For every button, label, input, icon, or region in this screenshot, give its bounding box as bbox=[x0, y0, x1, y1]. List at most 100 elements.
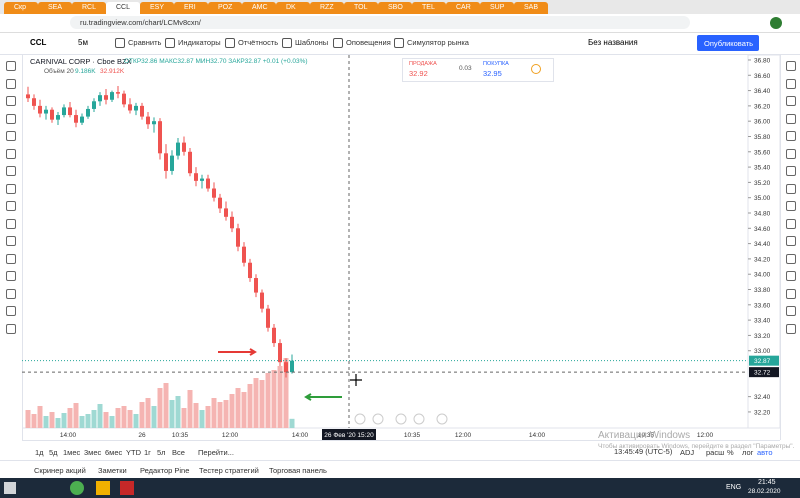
tool-icon[interactable] bbox=[6, 166, 16, 176]
tool-icon[interactable] bbox=[6, 113, 16, 124]
panel-tab[interactable]: Торговая панель bbox=[269, 466, 327, 475]
layout-name[interactable]: Без названия bbox=[588, 38, 638, 47]
explorer-icon[interactable] bbox=[96, 481, 110, 495]
toolbar-icon[interactable] bbox=[115, 38, 125, 48]
tool-icon[interactable] bbox=[6, 61, 16, 71]
sidebar-icon[interactable] bbox=[786, 61, 796, 71]
buy-label[interactable]: ПОКУПКА bbox=[483, 61, 509, 67]
tool-icon[interactable] bbox=[6, 148, 16, 159]
zoom-control[interactable] bbox=[354, 413, 366, 425]
panel-tab[interactable]: Заметки bbox=[98, 466, 127, 475]
toolbar-item[interactable]: Симулятор рынка bbox=[407, 38, 469, 47]
range-button[interactable]: Перейти... bbox=[198, 448, 234, 457]
sidebar-icon[interactable] bbox=[786, 306, 796, 316]
range-button[interactable]: 5д bbox=[49, 448, 58, 457]
sidebar-icon[interactable] bbox=[786, 253, 796, 264]
toolbar-item[interactable]: Отчётность bbox=[238, 38, 279, 47]
zoom-control[interactable] bbox=[372, 413, 384, 425]
tool-icon[interactable] bbox=[6, 201, 16, 211]
symbol[interactable]: CCL bbox=[30, 38, 47, 47]
toolbar-item[interactable]: Сравнить bbox=[128, 38, 162, 47]
browser-tab[interactable]: CAR bbox=[446, 2, 480, 14]
tool-icon[interactable] bbox=[6, 306, 16, 316]
chrome-icon[interactable] bbox=[70, 481, 84, 495]
zoom-control[interactable] bbox=[413, 413, 425, 425]
tool-icon[interactable] bbox=[6, 288, 16, 299]
sell-label[interactable]: ПРОДАЖА bbox=[409, 61, 437, 67]
sidebar-icon[interactable] bbox=[786, 236, 796, 246]
toolbar-icon[interactable] bbox=[282, 38, 292, 48]
sidebar-icon[interactable] bbox=[786, 96, 796, 106]
zoom-control[interactable] bbox=[436, 413, 448, 425]
interval[interactable]: 5м bbox=[78, 38, 88, 47]
publish-button[interactable] bbox=[697, 35, 759, 51]
browser-tab[interactable]: CCL bbox=[106, 2, 140, 14]
scale-option[interactable]: авто bbox=[757, 448, 773, 457]
toolbar-icon[interactable] bbox=[394, 38, 404, 48]
browser-tab[interactable]: AMC bbox=[242, 2, 276, 14]
toolbar-icon[interactable] bbox=[333, 38, 343, 48]
tool-icon[interactable] bbox=[6, 253, 16, 264]
range-button[interactable]: 5л bbox=[157, 448, 166, 457]
pdf-icon[interactable] bbox=[120, 481, 134, 495]
sidebar-icon[interactable] bbox=[786, 78, 796, 89]
info-icon[interactable] bbox=[531, 64, 541, 74]
range-button[interactable]: 6мес bbox=[105, 448, 123, 457]
scale-option[interactable]: % bbox=[727, 448, 734, 457]
panel-tab[interactable]: Скринер акций bbox=[34, 466, 86, 475]
profile[interactable] bbox=[770, 17, 782, 29]
browser-tab[interactable]: ERI bbox=[174, 2, 208, 14]
sidebar-icon[interactable] bbox=[786, 113, 796, 124]
browser-tab[interactable]: SBO bbox=[378, 2, 412, 14]
sidebar-icon[interactable] bbox=[786, 323, 796, 334]
tool-icon[interactable] bbox=[6, 96, 16, 106]
range-button[interactable]: 3мес bbox=[84, 448, 102, 457]
range-button[interactable]: Все bbox=[172, 448, 185, 457]
browser-tab[interactable]: DK bbox=[276, 2, 310, 14]
range-button[interactable]: 1мес bbox=[63, 448, 81, 457]
sidebar-icon[interactable] bbox=[786, 201, 796, 211]
browser-tab[interactable]: RZZ bbox=[310, 2, 344, 14]
scale-option[interactable]: лог bbox=[742, 448, 754, 457]
toolbar-item[interactable]: Шаблоны bbox=[295, 38, 329, 47]
sell-price[interactable]: 32.92 bbox=[409, 69, 428, 78]
toolbar-icon[interactable] bbox=[165, 38, 175, 48]
sidebar-icon[interactable] bbox=[786, 131, 796, 141]
browser-tab[interactable]: ESY bbox=[140, 2, 174, 14]
browser-tab[interactable]: SUP bbox=[480, 2, 514, 14]
sidebar-icon[interactable] bbox=[786, 218, 796, 229]
toolbar-item[interactable]: Индикаторы bbox=[178, 38, 221, 47]
panel-tab[interactable]: Тестер стратегий bbox=[199, 466, 259, 475]
sidebar-icon[interactable] bbox=[786, 271, 796, 281]
browser-tab[interactable]: TEL bbox=[412, 2, 446, 14]
range-button[interactable]: YTD bbox=[126, 448, 141, 457]
tool-icon[interactable] bbox=[6, 236, 16, 246]
buy-price[interactable]: 32.95 bbox=[483, 69, 502, 78]
browser-tab[interactable]: TOL bbox=[344, 2, 378, 14]
range-button[interactable]: 1г bbox=[144, 448, 151, 457]
url-field[interactable] bbox=[70, 16, 690, 29]
range-button[interactable]: 1д bbox=[35, 448, 44, 457]
browser-tab[interactable]: Скр bbox=[4, 2, 38, 14]
sidebar-icon[interactable] bbox=[786, 183, 796, 194]
sidebar-icon[interactable] bbox=[786, 148, 796, 159]
browser-tab[interactable]: POZ bbox=[208, 2, 242, 14]
sidebar-icon[interactable] bbox=[786, 166, 796, 176]
tool-icon[interactable] bbox=[6, 271, 16, 281]
scale-option[interactable]: ADJ bbox=[680, 448, 695, 457]
toolbar-item[interactable]: Оповещения bbox=[346, 38, 391, 47]
browser-tab[interactable]: SEA bbox=[38, 2, 72, 14]
start-button[interactable] bbox=[4, 482, 16, 494]
toolbar-icon[interactable] bbox=[225, 38, 235, 48]
browser-tab[interactable]: RCL bbox=[72, 2, 106, 14]
tool-icon[interactable] bbox=[6, 78, 16, 89]
zoom-control[interactable] bbox=[395, 413, 407, 425]
sidebar-icon[interactable] bbox=[786, 288, 796, 299]
tool-icon[interactable] bbox=[6, 183, 16, 194]
browser-tab[interactable]: SAB bbox=[514, 2, 548, 14]
scale-option[interactable]: расш bbox=[706, 448, 725, 457]
tool-icon[interactable] bbox=[6, 218, 16, 229]
panel-tab[interactable]: Редактор Pine bbox=[140, 466, 190, 475]
tool-icon[interactable] bbox=[6, 131, 16, 141]
tool-icon[interactable] bbox=[6, 323, 16, 334]
